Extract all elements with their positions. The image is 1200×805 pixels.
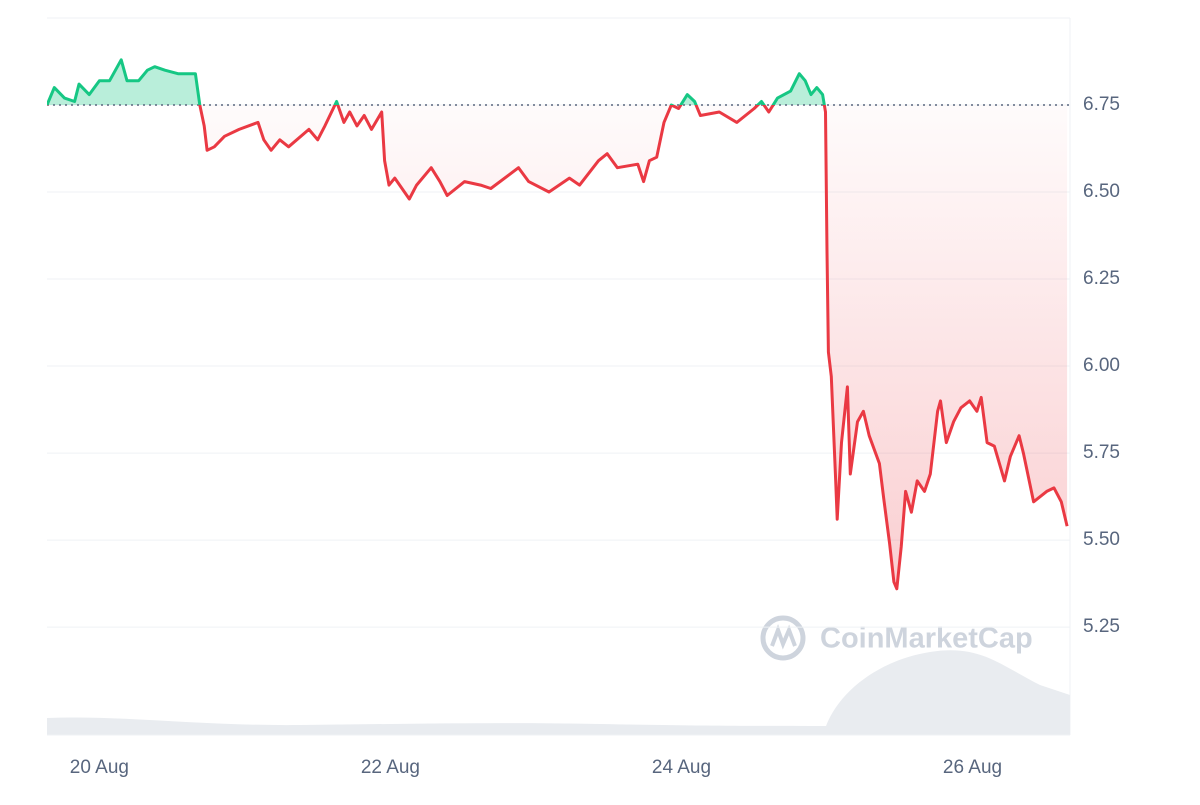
area-up <box>47 59 825 106</box>
watermark-text: CoinMarketCap <box>820 623 1033 655</box>
x-tick-label: 26 Aug <box>943 757 1002 778</box>
price-line-down <box>47 105 1069 591</box>
y-tick-label: 5.25 <box>1083 616 1120 637</box>
y-tick-label: 6.25 <box>1083 268 1120 289</box>
watermark-logo <box>770 624 797 650</box>
y-tick-label: 5.50 <box>1083 529 1120 550</box>
y-tick-label: 6.50 <box>1083 181 1120 202</box>
x-tick-label: 22 Aug <box>361 757 420 778</box>
x-tick-label: 24 Aug <box>652 757 711 778</box>
y-tick-label: 5.75 <box>1083 442 1120 463</box>
watermark-logo <box>760 615 806 661</box>
y-tick-label: 6.75 <box>1083 94 1120 115</box>
volume-area <box>47 650 1070 735</box>
x-tick-label: 20 Aug <box>70 757 129 778</box>
watermark: CoinMarketCap <box>760 615 1033 661</box>
area-down <box>47 105 1068 589</box>
y-tick-label: 6.00 <box>1083 355 1120 376</box>
